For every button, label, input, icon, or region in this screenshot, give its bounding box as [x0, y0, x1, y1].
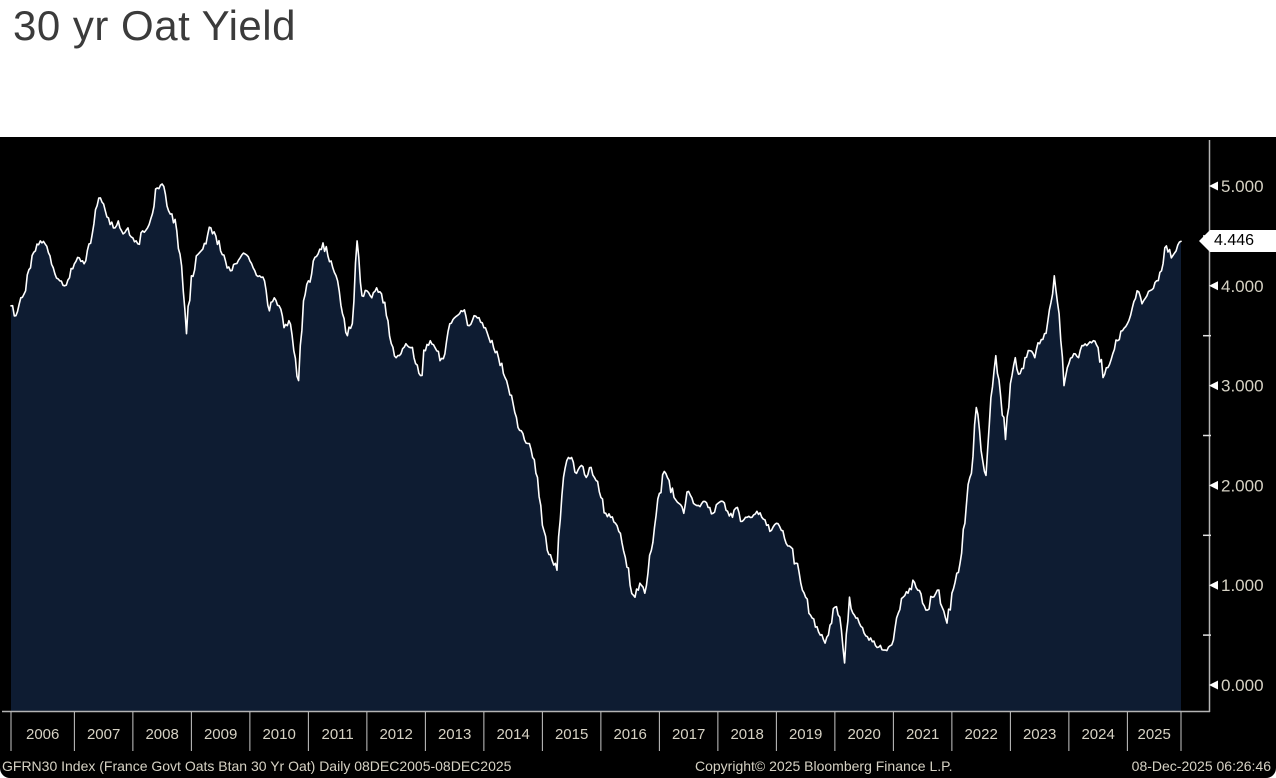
x-axis-year-label: 2018	[730, 726, 763, 743]
x-axis-year-label: 2010	[262, 726, 295, 743]
x-axis-year-label: 2017	[672, 726, 705, 743]
x-axis-year-label: 2006	[26, 726, 59, 743]
x-axis-year-label: 2015	[555, 726, 588, 743]
y-axis-tick-label: 4.000	[1221, 277, 1264, 296]
page-title: 30 yr Oat Yield	[13, 2, 296, 49]
chart-plot-area[interactable]: 2006 2007 2008 2009 2010 2011 2012 2013 2014 2015…	[0, 137, 1276, 778]
x-axis-year-label: 2022	[964, 726, 997, 743]
x-axis-year-label: 2023	[1023, 726, 1056, 743]
chart-panel: 2006 2007 2008 2009 2010 2011 2012 2013 2014 2015…	[0, 137, 1276, 778]
y-axis-tick-label: 0.000	[1221, 676, 1264, 695]
price-tag-arrow-icon	[1199, 230, 1210, 252]
x-axis-year-label: 2008	[145, 726, 178, 743]
x-axis-year-label: 2014	[496, 726, 529, 743]
x-axis-year-label: 2016	[613, 726, 646, 743]
copyright-text: Copyright© 2025 Bloomberg Finance L.P.	[695, 758, 953, 774]
x-axis-year-label: 2025	[1138, 726, 1171, 743]
x-axis-year-label: 2009	[204, 726, 237, 743]
last-price-marker: 4.446	[1199, 230, 1276, 252]
y-axis-tick-label: 5.000	[1221, 177, 1264, 196]
y-axis-tick-label: 1.000	[1221, 576, 1264, 595]
x-axis-year-label: 2020	[847, 726, 880, 743]
status-bar: GFRN30 Index (France Govt Oats Btan 30 Y…	[0, 755, 1276, 778]
x-axis-year-label: 2012	[379, 726, 412, 743]
x-axis-year-label: 2021	[906, 726, 939, 743]
x-axis-year-label: 2011	[321, 726, 353, 743]
x-axis-year-label: 2019	[789, 726, 822, 743]
timestamp-text: 08-Dec-2025 06:26:46	[1131, 758, 1271, 774]
x-axis-year-label: 2013	[438, 726, 471, 743]
last-price-value: 4.446	[1210, 230, 1276, 252]
x-axis-year-label: 2007	[87, 726, 120, 743]
x-axis-year-label: 2024	[1081, 726, 1114, 743]
y-axis-tick-label: 3.000	[1221, 377, 1264, 396]
security-description: GFRN30 Index (France Govt Oats Btan 30 Y…	[2, 758, 512, 774]
y-axis-tick-label: 2.000	[1221, 476, 1264, 495]
